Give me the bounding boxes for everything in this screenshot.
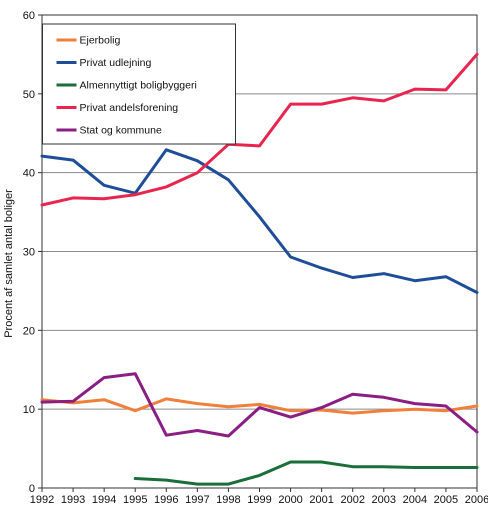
x-tick-label: 2001: [309, 494, 333, 506]
x-tick-label: 1996: [154, 494, 178, 506]
y-tick-label: 10: [23, 404, 35, 416]
legend: Ejerbolig Privat udlejning Almennyttigt bo…: [42, 23, 236, 145]
x-tick-label: 2006: [465, 494, 488, 506]
series-line-1: [40, 148, 479, 294]
y-tick-label: 20: [23, 325, 35, 337]
x-tick-label: 2003: [372, 494, 396, 506]
y-axis-label: Procent af samlet antal boliger: [3, 189, 15, 338]
x-tick-label: 1994: [92, 494, 116, 506]
x-tick-label: 1995: [123, 494, 147, 506]
x-tick-label: 2002: [340, 494, 364, 506]
legend-label-0: Ejerbolig: [80, 35, 121, 47]
y-tick-label: 60: [23, 10, 35, 22]
x-tick-label: 1993: [61, 494, 85, 506]
legend-label-3: Privat andelsforening: [80, 102, 179, 114]
y-axis: 0 10 20 30 40 50 60: [23, 10, 42, 495]
x-tick-label: 2000: [278, 494, 302, 506]
legend-label-4: Stat og kommune: [80, 125, 162, 137]
series-line-2: [133, 460, 479, 486]
y-tick-label: 50: [23, 89, 35, 101]
series-layer: [40, 52, 479, 486]
legend-label-1: Privat udlejning: [80, 57, 152, 69]
y-tick-label: 30: [23, 247, 35, 259]
x-tick-label: 2005: [434, 494, 458, 506]
x-tick-label: 1998: [216, 494, 240, 506]
series-line-4: [40, 372, 479, 438]
x-tick-label: 1999: [247, 494, 271, 506]
legend-label-2: Almennyttigt boligbyggeri: [80, 80, 197, 92]
y-tick-label: 40: [23, 168, 35, 180]
y-tick-label: 0: [29, 483, 35, 495]
series-line-0: [40, 397, 479, 415]
x-tick-label: 1992: [30, 494, 54, 506]
x-tick-label: 2004: [403, 494, 427, 506]
series-line-3: [40, 52, 479, 207]
x-tick-label: 1997: [185, 494, 209, 506]
x-axis: 1992 1993 1994 1995 1996 1997 1998 1999 2000 2001…: [30, 488, 488, 506]
